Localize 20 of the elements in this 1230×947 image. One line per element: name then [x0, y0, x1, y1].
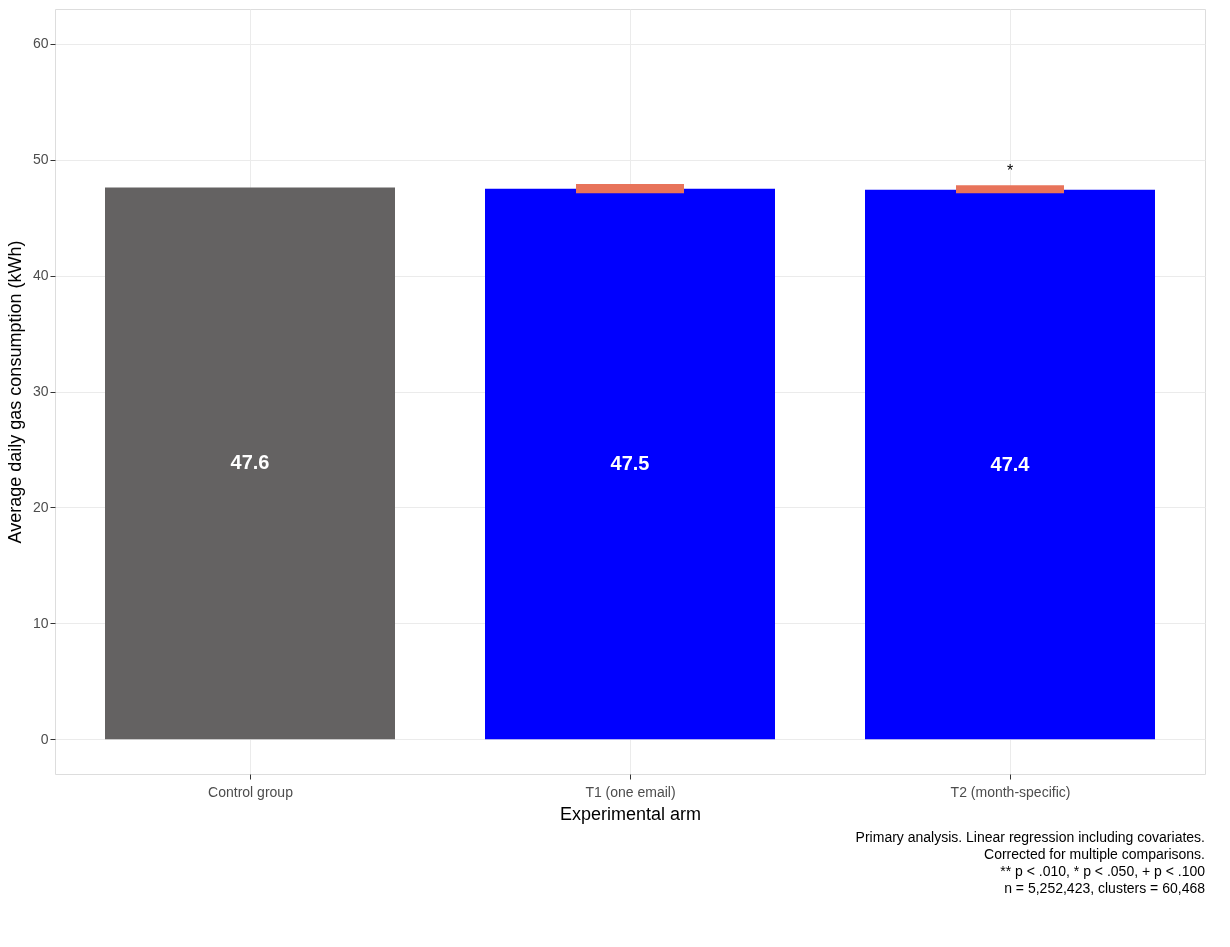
y-tick-label: 0: [40, 730, 49, 747]
y-tick-label: 30: [32, 383, 49, 399]
x-tick-label: T2 (month-specific): [950, 783, 1071, 800]
y-tick-label: 60: [32, 35, 49, 52]
y-tick-label: 20: [32, 498, 49, 515]
annotation: *: [1006, 162, 1014, 180]
text: Primary analysis. Linear regression including covariates.: [855, 828, 1205, 845]
x-axis-title: Experimental arm: [559, 803, 702, 824]
x-tick-label: Control group: [208, 783, 294, 800]
y-tick-label: 10: [32, 614, 49, 631]
text: n = 5,252,423, clusters = 60,468: [1004, 879, 1206, 896]
data-label: 47.5: [610, 451, 650, 474]
data-label: 47.6: [230, 451, 270, 474]
text: ** p < .010, * p < .050, + p < .100: [1000, 862, 1206, 879]
text: Corrected for multiple comparisons.: [984, 845, 1205, 862]
y-tick-label: 50: [32, 151, 49, 168]
data-label: 47.4: [990, 452, 1031, 475]
y-tick-label: 40: [32, 267, 49, 284]
y-axis-title: Average daily gas consumption (kWh): [4, 240, 25, 544]
x-tick-label: T1 (one email): [585, 783, 676, 800]
